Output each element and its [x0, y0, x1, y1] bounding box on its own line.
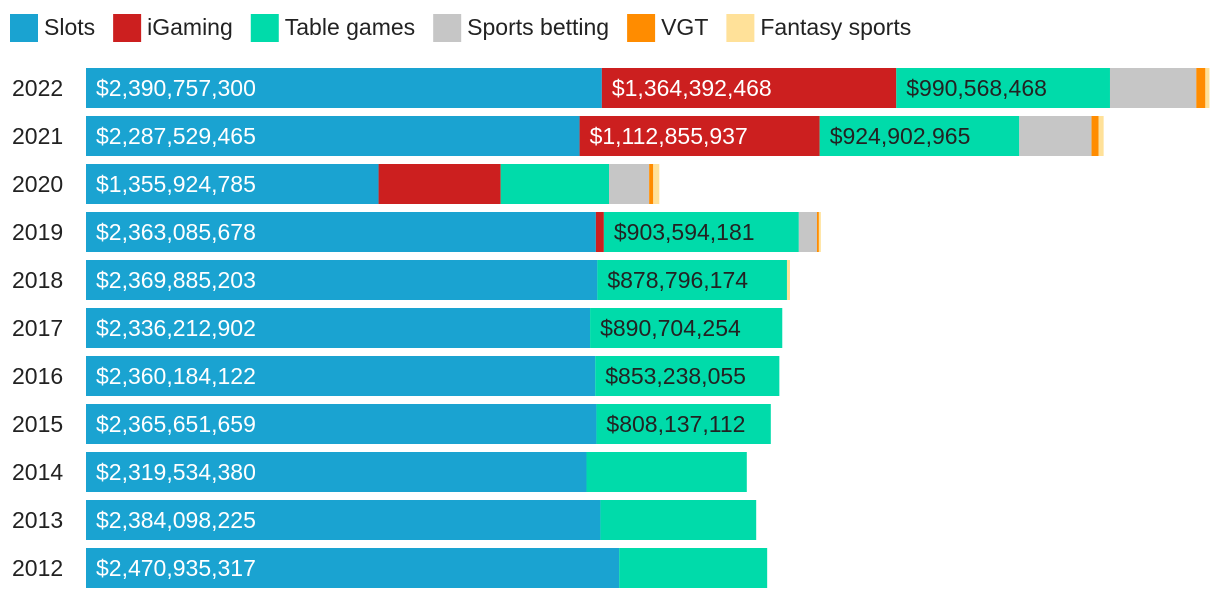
- year-label: 2014: [12, 459, 63, 485]
- year-label: 2021: [12, 123, 63, 149]
- year-label: 2017: [12, 315, 63, 341]
- bar-value-label: $2,470,935,317: [96, 555, 256, 581]
- bar-segment: [86, 308, 591, 348]
- bar-segment: [603, 212, 799, 252]
- bar-segment: [1109, 68, 1197, 108]
- bar-segment: [798, 212, 817, 252]
- bar-value-label: $2,336,212,902: [96, 315, 256, 341]
- year-label: 2020: [12, 171, 63, 197]
- bar-value-label: $1,364,392,468: [612, 75, 772, 101]
- bar-segment: [86, 500, 601, 540]
- bar-segment: [600, 500, 757, 540]
- bar-value-label: $2,287,529,465: [96, 123, 256, 149]
- bar-value-label: $853,238,055: [605, 363, 746, 389]
- bar-value-label: $2,369,885,203: [96, 267, 256, 293]
- bar-segment: [1019, 116, 1092, 156]
- year-label: 2018: [12, 267, 63, 293]
- bar-value-label: $2,363,085,678: [96, 219, 256, 245]
- legend-swatch-4: [627, 14, 656, 42]
- legend-label-1: iGaming: [147, 14, 233, 40]
- year-label: 2022: [12, 75, 63, 101]
- bar-value-label: $990,568,468: [906, 75, 1047, 101]
- legend-swatch-5: [726, 14, 755, 42]
- bar-segment: [500, 164, 610, 204]
- legend-label-2: Table games: [285, 14, 415, 40]
- bar-segment: [649, 164, 654, 204]
- bar-segment: [896, 68, 1110, 108]
- bar-segment: [595, 212, 604, 252]
- bar-segment: [86, 260, 598, 300]
- bar-value-label: $903,594,181: [614, 219, 755, 245]
- bar-value-label: $2,319,534,380: [96, 459, 256, 485]
- bar-value-label: $890,704,254: [600, 315, 741, 341]
- bar-value-label: $2,360,184,122: [96, 363, 256, 389]
- bar-segment: [86, 452, 587, 492]
- bar-segment: [1091, 116, 1099, 156]
- bar-value-label: $878,796,174: [607, 267, 748, 293]
- year-label: 2012: [12, 555, 63, 581]
- legend-swatch-2: [250, 14, 279, 42]
- legend-swatch-0: [10, 14, 38, 42]
- bar-value-label: $924,902,965: [830, 123, 971, 149]
- bar-segment: [595, 356, 780, 396]
- year-label: 2016: [12, 363, 63, 389]
- bar-segment: [86, 404, 597, 444]
- legend-label-0: Slots: [44, 14, 95, 40]
- bar-segment: [596, 404, 771, 444]
- bar-segment: [586, 452, 747, 492]
- bar-segment: [86, 116, 580, 156]
- bar-value-label: $1,355,924,785: [96, 171, 256, 197]
- bar-value-label: $808,137,112: [606, 411, 745, 437]
- bar-segment: [86, 164, 379, 204]
- bar-segment: [653, 164, 660, 204]
- bar-segment: [86, 548, 620, 588]
- bar-segment: [816, 212, 819, 252]
- bar-segment: [86, 356, 596, 396]
- bar-segment: [1205, 68, 1210, 108]
- bar-segment: [590, 308, 783, 348]
- legend: Slots iGaming Table games Sports betting VGT…: [10, 14, 911, 42]
- legend-label-4: VGT: [661, 14, 708, 40]
- year-label: 2013: [12, 507, 63, 533]
- year-label: 2019: [12, 219, 63, 245]
- legend-label-3: Sports betting: [467, 14, 609, 40]
- year-label: 2015: [12, 411, 63, 437]
- bar-value-label: $2,390,757,300: [96, 75, 256, 101]
- bar-value-label: $1,112,855,937: [590, 123, 748, 149]
- legend-swatch-3: [433, 14, 462, 42]
- legend-swatch-1: [113, 14, 142, 42]
- bar-value-label: $2,365,651,659: [96, 411, 256, 437]
- bar-segment: [579, 116, 820, 156]
- year-labels: 2022 2021 2020 2019 2018 2017 2016 2015 2014 2013…: [12, 75, 63, 581]
- bar-segment: [619, 548, 768, 588]
- bar-segment: [86, 68, 602, 108]
- bar-segment: [601, 68, 897, 108]
- bar-segment: [378, 164, 501, 204]
- bar-segment: [786, 260, 790, 300]
- bars: $2,390,757,300 $1,364,392,468 $990,568,468…: [86, 68, 1210, 588]
- bar-segment: [1098, 116, 1104, 156]
- bar-segment: [819, 116, 1020, 156]
- bar-segment: [86, 212, 596, 252]
- legend-label-5: Fantasy sports: [760, 14, 911, 40]
- bar-segment: [1196, 68, 1206, 108]
- bar-value-label: $2,384,098,225: [96, 507, 256, 533]
- bar-segment: [609, 164, 650, 204]
- bar-segment: [818, 212, 821, 252]
- bar-segment: [597, 260, 787, 300]
